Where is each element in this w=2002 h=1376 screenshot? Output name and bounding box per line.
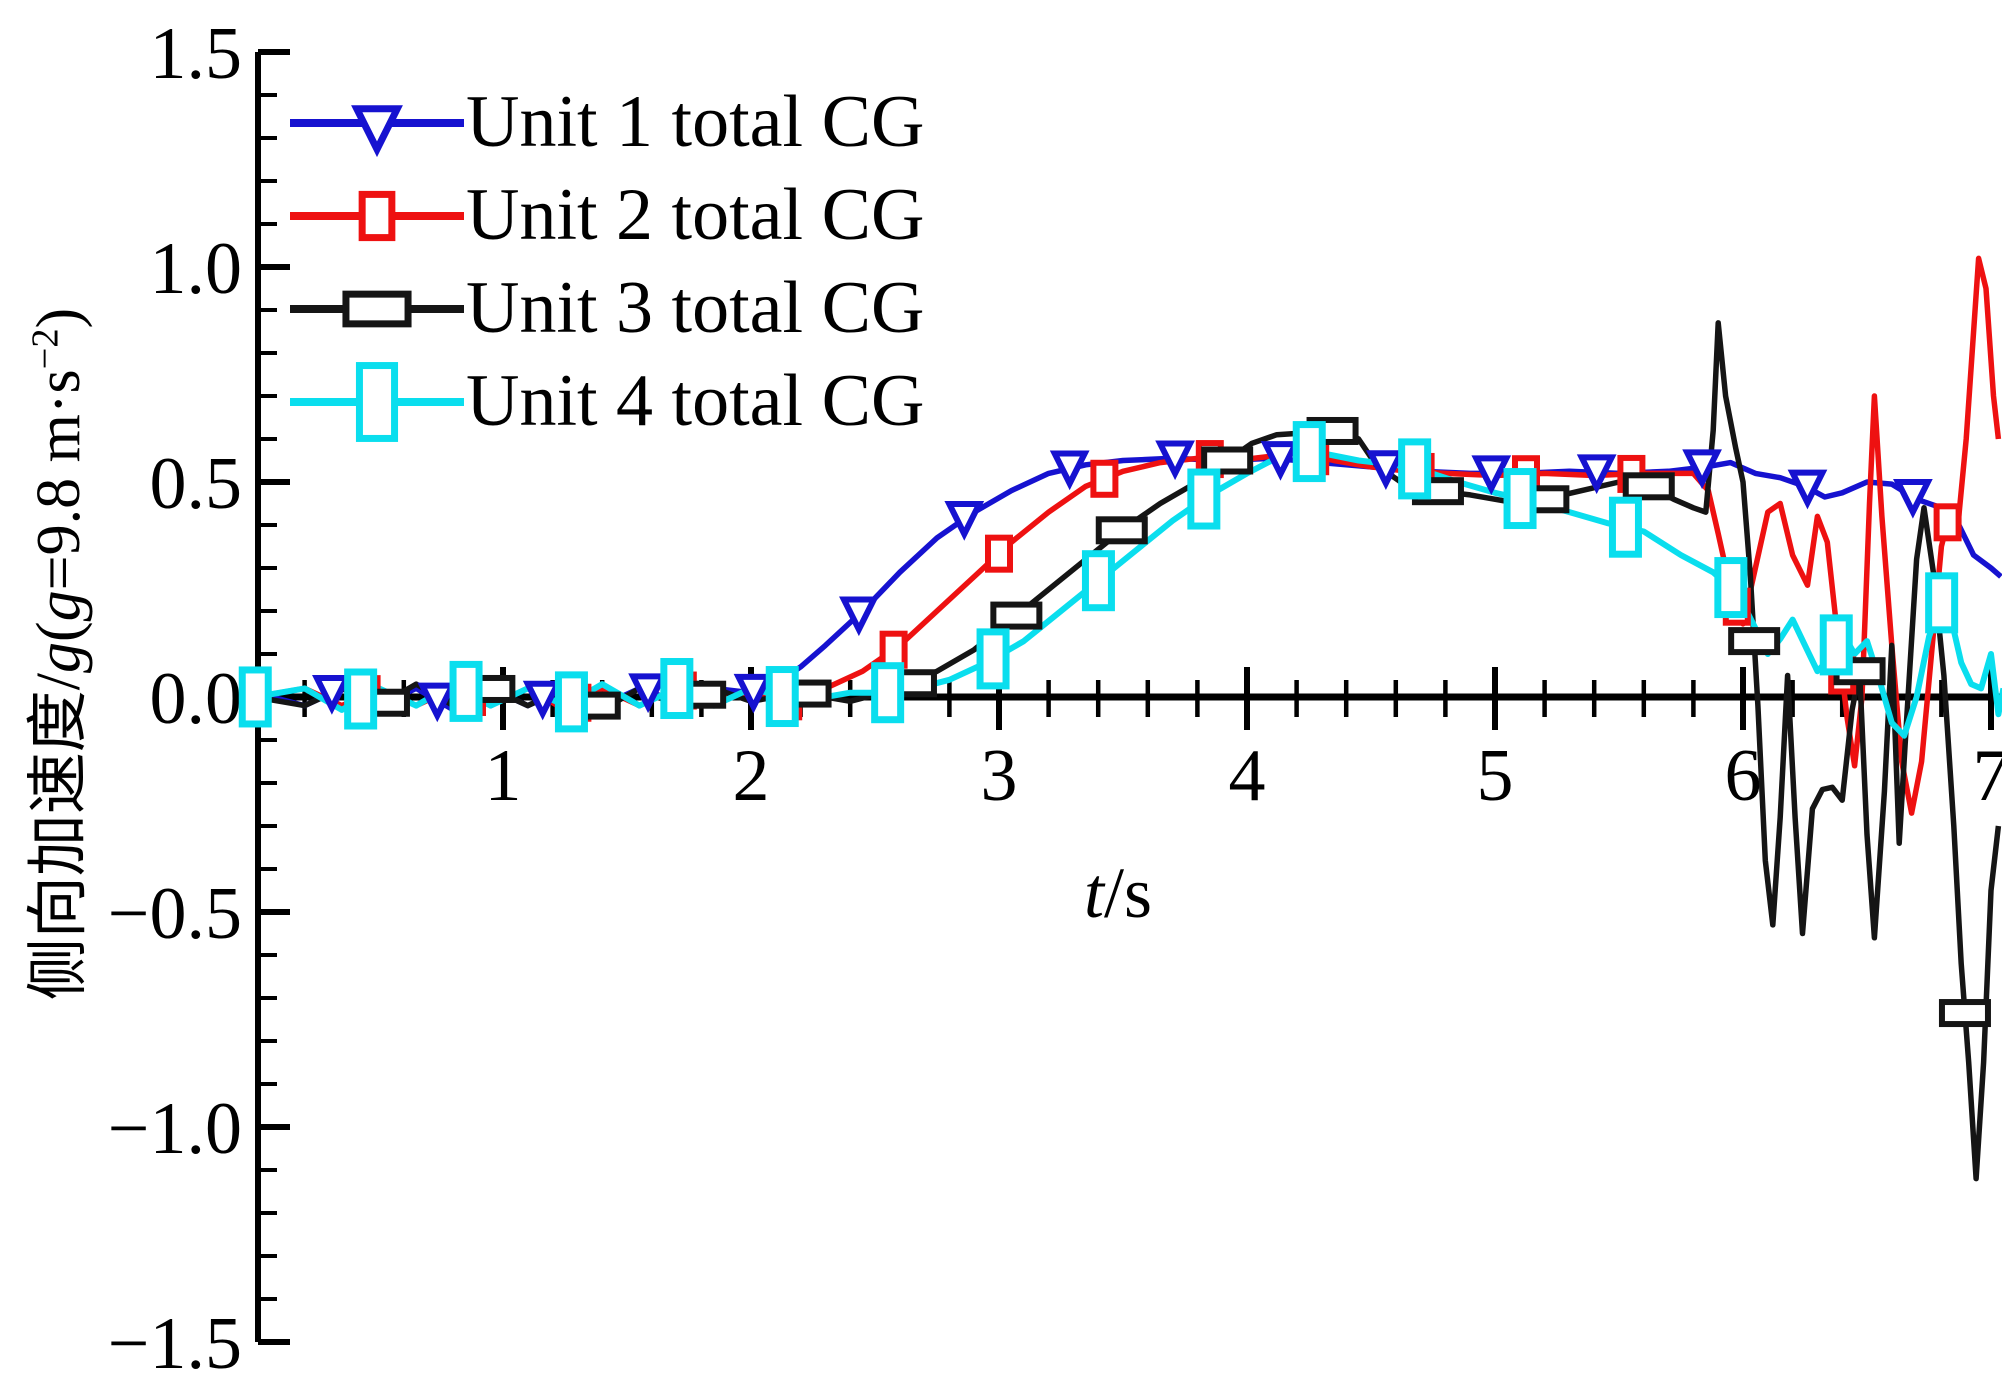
series-marker-4: [1398, 438, 1432, 500]
series-marker-2: [879, 630, 908, 669]
y-axis-title-text: 侧向加速度/g(g=9.8 m·s−2): [24, 307, 93, 1001]
series-marker-2: [1090, 459, 1119, 498]
y-tick-label: 0.0: [150, 658, 243, 740]
series-marker-2: [1933, 503, 1962, 542]
series-marker-3: [1728, 627, 1781, 656]
series-marker-1: [1366, 450, 1406, 490]
series-marker-1: [312, 674, 352, 715]
y-tick-label: 1.5: [150, 13, 243, 95]
legend-swatch-svg: [290, 361, 464, 442]
legend-marker-icon: [351, 104, 403, 157]
legend-swatch-unit-1-icon: [288, 77, 466, 169]
series-marker-1: [1787, 469, 1828, 510]
series-marker-4: [1925, 572, 1959, 634]
series-marker-3: [1095, 516, 1148, 545]
series-marker-1: [417, 682, 458, 723]
series-marker-4: [1187, 468, 1221, 530]
series-marker-4: [976, 628, 1010, 690]
legend-swatch-svg: [290, 104, 464, 157]
series-marker-4: [344, 668, 378, 730]
legend-marker-icon: [355, 361, 399, 442]
legend-item-unit-1: Unit 1 total CG: [288, 76, 924, 169]
series-marker-4: [1714, 557, 1748, 619]
series-marker-1: [1049, 450, 1090, 491]
x-axis-title-unit: /s: [1103, 853, 1153, 933]
legend-label-unit-4: Unit 4 total CG: [466, 360, 925, 442]
legend-marker-icon: [358, 190, 396, 241]
x-axis-title: t/s: [1018, 848, 1218, 938]
series-marker-4: [449, 660, 483, 722]
legend-item-unit-4: Unit 4 total CG: [288, 355, 924, 448]
series-marker-4: [871, 662, 905, 724]
legend-swatch-svg: [290, 190, 464, 241]
legend: Unit 1 total CG Unit 2 total CG Unit 3 t…: [288, 76, 924, 448]
legend-swatch-unit-2-icon: [288, 170, 466, 262]
series-marker-4: [1292, 421, 1326, 483]
series-marker-1: [1576, 454, 1617, 495]
series-marker-1: [1471, 455, 1512, 496]
series-marker-1: [1155, 440, 1195, 481]
legend-item-unit-2: Unit 2 total CG: [288, 169, 924, 262]
series-marker-1: [522, 680, 563, 721]
y-tick-label: 0.5: [150, 443, 243, 525]
legend-marker-icon: [342, 290, 412, 327]
y-tick-label: −0.5: [108, 873, 242, 955]
legend-swatch-unit-3-icon: [288, 263, 466, 355]
series-marker-1: [1893, 478, 1933, 519]
series-marker-1: [1682, 449, 1722, 490]
legend-swatch-unit-4-icon: [288, 356, 466, 448]
legend-item-unit-3: Unit 3 total CG: [288, 262, 924, 355]
series-marker-4: [238, 666, 272, 728]
x-axis-title-variable: t: [1083, 853, 1104, 933]
series-marker-4: [660, 658, 694, 720]
series-marker-1: [733, 673, 774, 714]
x-tick-label: 6: [1725, 735, 1762, 817]
series-marker-4: [1819, 614, 1853, 676]
series-line-4: [254, 446, 2002, 739]
legend-swatch-svg: [290, 290, 464, 327]
series-marker-4: [1503, 468, 1537, 530]
legend-label-unit-1: Unit 1 total CG: [466, 81, 925, 163]
x-tick-label: 3: [981, 735, 1018, 817]
legend-label-unit-3: Unit 3 total CG: [466, 267, 925, 349]
series-marker-2: [985, 534, 1013, 573]
series-marker-1: [628, 673, 668, 714]
legend-label-unit-2: Unit 2 total CG: [466, 174, 925, 256]
series-marker-4: [554, 671, 588, 733]
x-tick-label: 1: [485, 735, 522, 817]
series-marker-1: [944, 500, 985, 541]
series-marker-3: [1938, 999, 1991, 1028]
x-tick-label: 4: [1229, 735, 1266, 817]
series-marker-1: [839, 596, 879, 637]
series-marker-3: [1201, 446, 1254, 475]
x-tick-label: 7: [1973, 735, 2002, 817]
y-axis-title: 侧向加速度/g(g=9.8 m·s−2): [6, 104, 98, 1204]
y-tick-label: 1.0: [150, 228, 243, 310]
series-marker-3: [990, 601, 1043, 630]
x-tick-label: 5: [1477, 735, 1514, 817]
y-tick-label: −1.0: [108, 1088, 242, 1170]
x-tick-label: 2: [733, 735, 770, 817]
series-marker-3: [1622, 472, 1675, 501]
series-marker-4: [1081, 550, 1115, 612]
y-tick-label: −1.5: [108, 1303, 242, 1376]
series-marker-4: [765, 666, 799, 728]
series-marker-1: [1260, 441, 1301, 481]
series-marker-4: [1608, 496, 1642, 558]
